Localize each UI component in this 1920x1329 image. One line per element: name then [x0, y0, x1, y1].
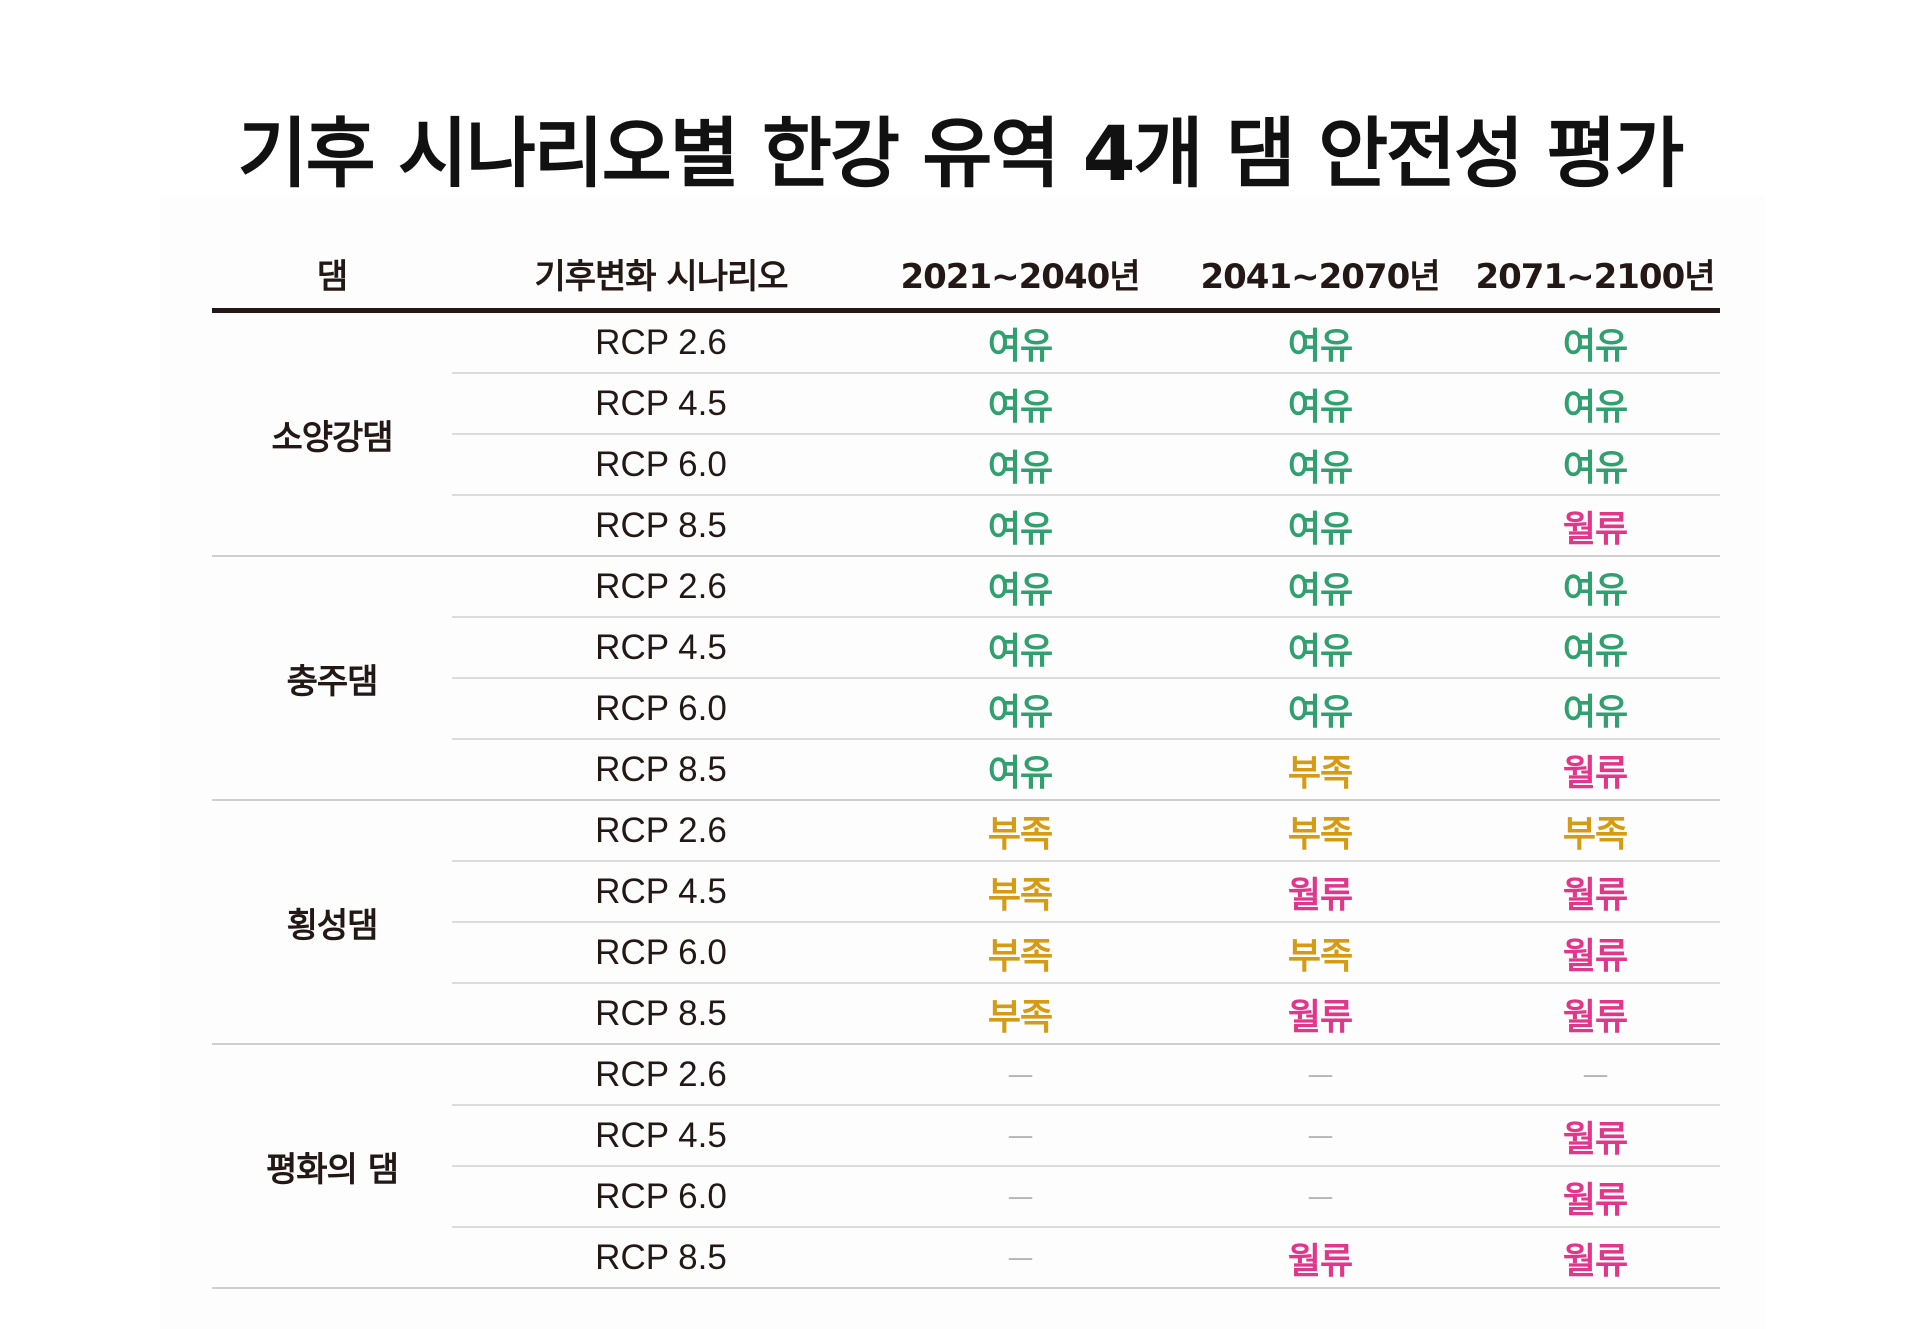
assessment-cell: 여유	[870, 495, 1170, 557]
assessment-cell: —	[870, 1166, 1170, 1228]
assessment-cell: 부족	[1470, 800, 1720, 862]
scenario-cell: RCP 4.5	[452, 1105, 870, 1167]
assessment-cell: 여유	[1470, 310, 1720, 374]
scenario-cell: RCP 8.5	[452, 495, 870, 557]
table-row: RCP 8.5 여유 부족 월류	[212, 739, 1720, 801]
assessment-cell: —	[1170, 1166, 1470, 1228]
dam-name: 횡성댐	[212, 800, 452, 1045]
assessment-cell: 여유	[870, 556, 1170, 618]
assessment-cell: —	[1170, 1044, 1470, 1106]
assessment-cell: 여유	[1170, 678, 1470, 740]
scenario-cell: RCP 2.6	[452, 310, 870, 374]
table-row: RCP 8.5 여유 여유 월류	[212, 495, 1720, 557]
assessment-cell: 월류	[1170, 983, 1470, 1045]
assessment-cell: 부족	[1170, 922, 1470, 984]
table-wrapper: 댐 기후변화 시나리오 2021~2040년 2041~2070년 2071~2…	[212, 238, 1720, 1289]
assessment-cell: 여유	[870, 310, 1170, 374]
assessment-cell: —	[870, 1044, 1170, 1106]
assessment-cell: 여유	[870, 678, 1170, 740]
assessment-cell: 월류	[1470, 861, 1720, 923]
assessment-cell: 여유	[1170, 556, 1470, 618]
assessment-cell: 여유	[870, 617, 1170, 679]
assessment-cell: 월류	[1170, 861, 1470, 923]
table-row: RCP 6.0 여유 여유 여유	[212, 678, 1720, 740]
dam-name: 소양강댐	[212, 310, 452, 557]
assessment-cell: 부족	[1170, 739, 1470, 801]
scenario-cell: RCP 2.6	[452, 556, 870, 618]
scenario-cell: RCP 6.0	[452, 1166, 870, 1228]
assessment-cell: 월류	[1470, 983, 1720, 1045]
assessment-cell: —	[870, 1105, 1170, 1167]
assessment-cell: 여유	[1470, 617, 1720, 679]
scenario-cell: RCP 8.5	[452, 983, 870, 1045]
assessment-cell: 여유	[1170, 434, 1470, 496]
chart-title: 기후 시나리오별 한강 유역 4개 댐 안전성 평가	[237, 109, 1685, 198]
assessment-cell: 여유	[1170, 495, 1470, 557]
assessment-cell: 여유	[870, 373, 1170, 435]
table-body: 소양강댐 RCP 2.6 여유 여유 여유 RCP 4.5 여유 여유 여유 RCP 6.0 여유 여…	[212, 310, 1720, 1289]
assessment-cell: 월류	[1470, 1227, 1720, 1289]
scenario-cell: RCP 6.0	[452, 434, 870, 496]
assessment-cell: 여유	[870, 739, 1170, 801]
dam-name: 평화의 댐	[212, 1044, 452, 1289]
table-row: RCP 6.0 부족 부족 월류	[212, 922, 1720, 984]
header-period-2021-2040: 2021~2040년	[870, 238, 1170, 313]
assessment-cell: 여유	[870, 434, 1170, 496]
assessment-cell: —	[1170, 1105, 1470, 1167]
assessment-cell: 월류	[1170, 1227, 1470, 1289]
assessment-cell: 여유	[1170, 617, 1470, 679]
table-row: 횡성댐 RCP 2.6 부족 부족 부족	[212, 800, 1720, 1045]
assessment-cell: 부족	[870, 800, 1170, 862]
scenario-cell: RCP 6.0	[452, 678, 870, 740]
assessment-cell: —	[1470, 1044, 1720, 1106]
table-row: RCP 8.5— 월류 월류	[212, 1227, 1720, 1289]
table-row: RCP 8.5 부족 월류 월류	[212, 983, 1720, 1045]
table-row: RCP 4.5 여유 여유 여유	[212, 617, 1720, 679]
table-row: 충주댐 RCP 2.6 여유 여유 여유	[212, 556, 1720, 801]
assessment-cell: 월류	[1470, 1166, 1720, 1228]
dam-safety-table: 댐 기후변화 시나리오 2021~2040년 2041~2070년 2071~2…	[212, 238, 1720, 1289]
assessment-cell: 여유	[1470, 678, 1720, 740]
table-row: 평화의 댐 RCP 2.6— — —	[212, 1044, 1720, 1289]
table-row: RCP 4.5 여유 여유 여유	[212, 373, 1720, 435]
scenario-cell: RCP 8.5	[452, 1227, 870, 1289]
header-dam: 댐	[212, 238, 452, 313]
scenario-cell: RCP 8.5	[452, 739, 870, 801]
assessment-cell: 부족	[870, 983, 1170, 1045]
assessment-cell: 여유	[1470, 556, 1720, 618]
scenario-cell: RCP 4.5	[452, 861, 870, 923]
header-scenario: 기후변화 시나리오	[452, 238, 870, 313]
assessment-cell: 여유	[1470, 434, 1720, 496]
assessment-cell: 월류	[1470, 739, 1720, 801]
header-period-2071-2100: 2071~2100년	[1470, 238, 1720, 313]
table-row: RCP 4.5— — 월류	[212, 1105, 1720, 1167]
scenario-cell: RCP 6.0	[452, 922, 870, 984]
header-period-2041-2070: 2041~2070년	[1170, 238, 1470, 313]
assessment-cell: 부족	[870, 922, 1170, 984]
scenario-cell: RCP 4.5	[452, 373, 870, 435]
table-row: RCP 6.0— — 월류	[212, 1166, 1720, 1228]
table-row: 소양강댐 RCP 2.6 여유 여유 여유	[212, 310, 1720, 557]
assessment-cell: 월류	[1470, 922, 1720, 984]
assessment-cell: 여유	[1470, 373, 1720, 435]
dam-name: 충주댐	[212, 556, 452, 801]
header-row: 댐 기후변화 시나리오 2021~2040년 2041~2070년 2071~2…	[212, 238, 1720, 313]
assessment-cell: 여유	[1170, 373, 1470, 435]
table-row: RCP 6.0 여유 여유 여유	[212, 434, 1720, 496]
assessment-cell: 부족	[1170, 800, 1470, 862]
assessment-cell: 월류	[1470, 1105, 1720, 1167]
scenario-cell: RCP 4.5	[452, 617, 870, 679]
table-row: RCP 4.5 부족 월류 월류	[212, 861, 1720, 923]
assessment-cell: —	[870, 1227, 1170, 1289]
assessment-cell: 월류	[1470, 495, 1720, 557]
assessment-cell: 부족	[870, 861, 1170, 923]
scenario-cell: RCP 2.6	[452, 1044, 870, 1106]
scenario-cell: RCP 2.6	[452, 800, 870, 862]
assessment-cell: 여유	[1170, 310, 1470, 374]
